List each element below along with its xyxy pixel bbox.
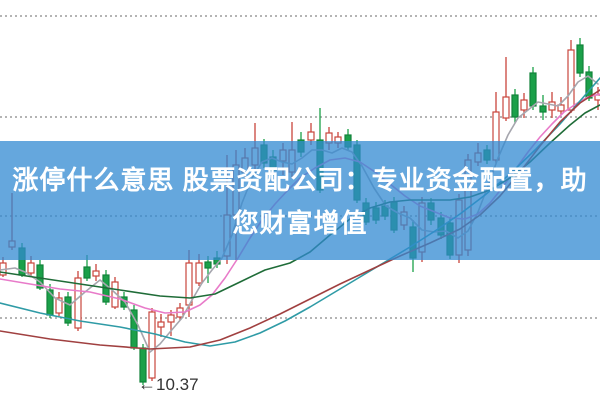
candle-up	[520, 99, 528, 111]
candle-up	[307, 131, 315, 141]
left-arrow-icon: ←	[138, 374, 156, 394]
low-price-value: 10.37	[156, 375, 199, 394]
low-price-annotation: ← 10.37	[138, 374, 199, 394]
candle-down	[539, 105, 547, 113]
candle-down	[576, 44, 584, 74]
overlay-title-line1: 涨停什么意思 股票资配公司：专业资金配置，助	[12, 164, 588, 195]
overlay-title-line2: 您财富增值	[232, 207, 368, 238]
candle-down	[529, 72, 537, 107]
candle-up	[74, 277, 82, 329]
candle-up	[195, 262, 203, 284]
candle-down	[204, 261, 212, 269]
candle-up	[157, 321, 165, 328]
candle-up	[167, 314, 175, 323]
candle-up	[557, 104, 565, 112]
candle-down	[511, 94, 519, 118]
candle-up	[92, 270, 100, 277]
candle-down	[83, 266, 91, 279]
candle-up	[567, 49, 575, 111]
candle-up	[27, 262, 35, 274]
candle-down	[36, 264, 44, 289]
title-overlay-banner: 涨停什么意思 股票资配公司：专业资金配置，助 您财富增值	[0, 141, 600, 260]
candle-up	[148, 311, 156, 379]
candle-down	[64, 296, 72, 324]
candle-up	[502, 96, 510, 119]
candle-up	[55, 297, 63, 314]
